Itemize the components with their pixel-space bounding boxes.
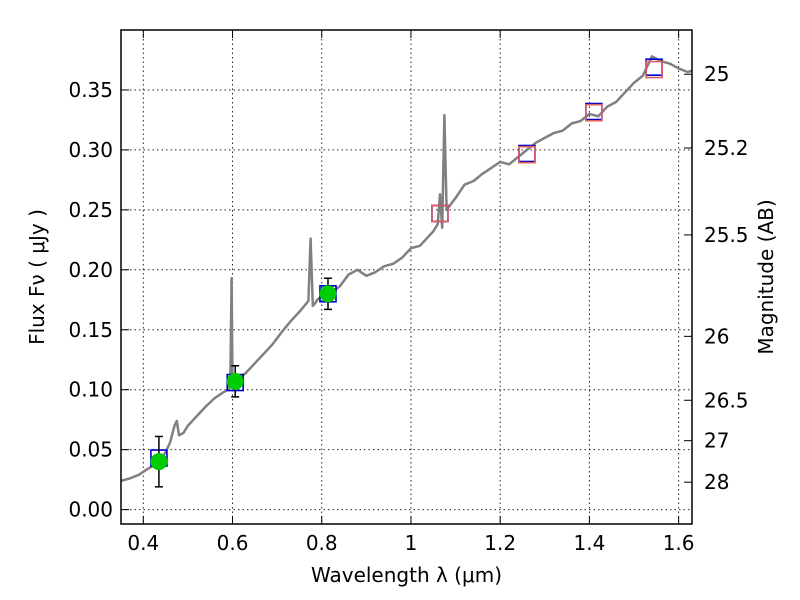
y2-tick-label: 25.5 [704, 223, 749, 247]
y-tick-label: 0.35 [68, 78, 113, 102]
y2-tick-label: 25.2 [704, 136, 749, 160]
x-tick-label: 1.2 [484, 531, 516, 555]
circle-marker [150, 453, 168, 471]
square-marker [645, 60, 663, 79]
y-axis-label: Flux Fν ( μJy ) [25, 209, 49, 345]
y-tick-labels: 0.00 0.05 0.10 0.15 0.20 0.25 0.30 0.35 [68, 78, 113, 522]
square-marker [518, 145, 536, 164]
plot-frame [120, 29, 693, 525]
y2-tick-label: 26.5 [704, 388, 749, 412]
square-marker [431, 204, 449, 223]
x-tick-labels: 0.4 0.6 0.8 1 1.2 1.4 1.6 [127, 531, 694, 555]
square-marker [585, 103, 603, 122]
photometry-markers [150, 58, 663, 488]
x-tick-label: 0.6 [217, 531, 249, 555]
square-marker [585, 102, 603, 121]
y2-tick-label: 27 [704, 429, 729, 453]
y-tick-label: 0.05 [68, 438, 113, 462]
y-tick-label: 0.25 [68, 198, 113, 222]
circle-marker [319, 285, 337, 303]
x-tick-label: 1.6 [663, 531, 695, 555]
y2-tick-label: 25 [704, 62, 729, 86]
x-tick-label: 1 [405, 531, 418, 555]
spectrum-line [120, 55, 693, 483]
x-tick-label: 0.8 [306, 531, 338, 555]
y2-tick-labels: 25 25.2 25.5 26 26.5 27 28 [704, 62, 749, 494]
circle-marker [226, 372, 244, 390]
spectrum-series [120, 55, 693, 483]
y2-tick-label: 28 [704, 470, 729, 494]
y-tick-label: 0.10 [68, 378, 113, 402]
y-tick-label: 0.00 [68, 498, 113, 522]
y2-tick-label: 26 [704, 324, 729, 348]
y-tick-label: 0.20 [68, 258, 113, 282]
x-axis-label: Wavelength λ (μm) [311, 563, 502, 587]
axis-ticks [121, 30, 692, 524]
y-tick-label: 0.15 [68, 318, 113, 342]
y2-axis-label: Magnitude (AB) [754, 199, 778, 354]
x-tick-label: 1.4 [573, 531, 605, 555]
y-tick-label: 0.30 [68, 138, 113, 162]
grid [121, 30, 692, 524]
x-tick-label: 0.4 [127, 531, 159, 555]
